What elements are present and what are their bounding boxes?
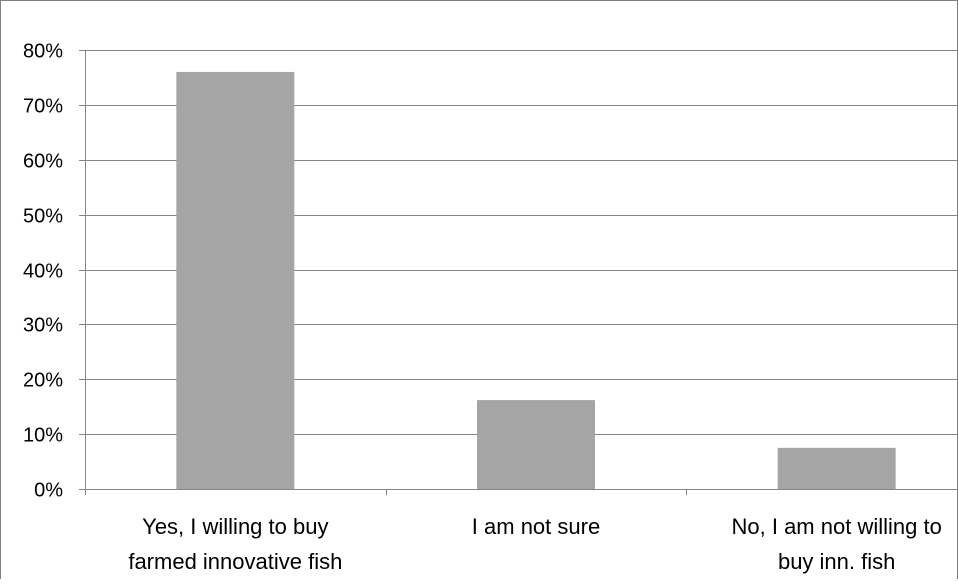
y-tick-label: 20% (23, 370, 63, 392)
y-tick-label: 60% (23, 151, 63, 173)
bars (176, 71, 896, 489)
y-tick-label: 0% (34, 480, 63, 502)
y-tick-label: 40% (23, 261, 63, 283)
y-tick-label: 10% (23, 425, 63, 447)
y-tick-label: 50% (23, 206, 63, 228)
bar (777, 447, 896, 489)
x-tick-label: Yes, I willing to buy (142, 514, 328, 539)
x-tick-label: I am not sure (472, 514, 600, 539)
bar (477, 400, 595, 489)
y-tick-label: 30% (23, 315, 63, 337)
axes (79, 50, 958, 495)
y-tick-label: 80% (23, 41, 63, 63)
x-tick-label: No, I am not willing to (732, 514, 942, 539)
x-tick-labels: Yes, I willing to buy farmed innovative f… (128, 514, 941, 574)
y-tick-label: 70% (23, 96, 63, 118)
x-tick-label: farmed innovative fish (128, 549, 342, 574)
y-tick-labels: 0% 10% 20% 30% 40% 50% 60% 70% 80% (23, 41, 63, 502)
x-tick-label: buy inn. fish (778, 549, 895, 574)
bar (176, 71, 295, 489)
